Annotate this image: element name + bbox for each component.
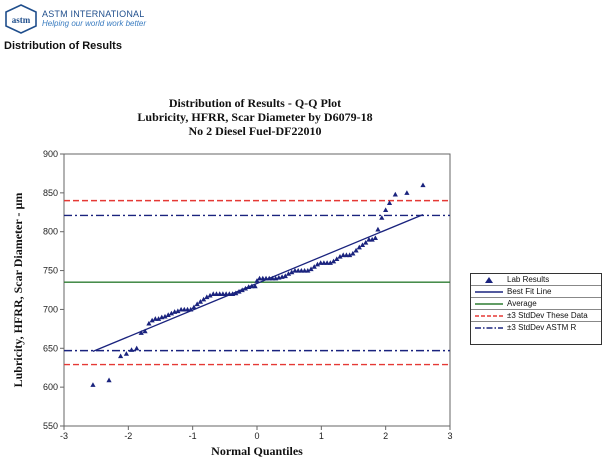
data-point xyxy=(242,285,249,291)
data-point xyxy=(289,269,295,275)
y-tick-label: 700 xyxy=(43,304,58,314)
data-point xyxy=(356,244,362,250)
x-tick-label: 0 xyxy=(254,431,259,441)
data-point xyxy=(207,292,213,298)
data-point xyxy=(149,317,155,323)
legend-label: Lab Results xyxy=(507,275,550,284)
plot-area xyxy=(63,153,451,427)
y-tick-label: 650 xyxy=(43,343,58,353)
data-point xyxy=(334,256,340,261)
best-fit-line xyxy=(92,214,424,352)
page-header: astm ASTM INTERNATIONAL Helping our worl… xyxy=(4,4,304,36)
data-point xyxy=(305,267,311,273)
data-point xyxy=(128,347,135,352)
legend-item-average: Average xyxy=(471,298,601,310)
data-point xyxy=(146,320,152,326)
data-point xyxy=(90,382,96,387)
data-point xyxy=(239,287,245,293)
y-tick-label: 900 xyxy=(43,149,58,159)
data-point xyxy=(165,312,171,317)
data-point xyxy=(138,330,144,335)
data-point xyxy=(191,304,197,310)
data-point xyxy=(285,271,292,276)
data-point xyxy=(359,242,366,248)
data-point xyxy=(175,308,181,314)
data-point xyxy=(337,253,343,259)
data-point xyxy=(392,191,398,197)
svg-text:astm: astm xyxy=(12,15,31,25)
data-point xyxy=(282,273,288,279)
y-tick-label: 550 xyxy=(43,421,58,431)
x-tick-label: -1 xyxy=(189,431,197,441)
section-title: Distribution of Results xyxy=(4,40,122,52)
data-point xyxy=(134,345,140,351)
data-point xyxy=(375,226,381,232)
data-point xyxy=(142,328,148,334)
data-point xyxy=(311,264,317,269)
legend-label: Best Fit Line xyxy=(507,287,552,296)
data-point xyxy=(379,215,385,220)
data-point xyxy=(330,258,337,264)
data-point xyxy=(197,299,203,304)
data-point xyxy=(404,190,410,195)
x-tick-label: -2 xyxy=(124,431,132,441)
x-tick-label: 3 xyxy=(447,431,452,441)
data-point xyxy=(350,250,356,256)
legend-label: Average xyxy=(507,299,537,308)
data-point xyxy=(204,294,210,300)
legend-label: ±3 StdDev These Data xyxy=(507,311,588,320)
data-point xyxy=(369,236,375,242)
y-tick-label: 800 xyxy=(43,227,58,237)
data-point xyxy=(383,207,389,213)
data-point xyxy=(420,182,426,188)
chart-legend: Lab Results Best Fit Line Average ±3 Std… xyxy=(470,273,602,345)
data-point xyxy=(236,288,242,294)
data-point xyxy=(314,261,321,267)
legend-item-stddev-data: ±3 StdDev These Data xyxy=(471,310,601,322)
data-point xyxy=(386,200,393,206)
data-point xyxy=(162,313,168,319)
data-point xyxy=(372,235,378,241)
org-tagline: Helping our world work better xyxy=(42,19,147,28)
data-point xyxy=(327,260,333,265)
chart-subtitle-1: Lubricity, HFRR, Scar Diameter by D6079-… xyxy=(137,110,373,124)
data-point xyxy=(123,351,130,356)
x-tick-label: -3 xyxy=(60,431,68,441)
y-tick-label: 850 xyxy=(43,188,58,198)
data-point xyxy=(363,239,369,245)
data-point xyxy=(201,296,207,302)
chart-title: Distribution of Results - Q-Q Plot xyxy=(168,96,342,110)
y-axis-label: Lubricity, HFRR, Scar Diameter - µm xyxy=(11,193,25,388)
x-axis-label: Normal Quantiles xyxy=(211,444,303,458)
legend-label: ±3 StdDev ASTM R xyxy=(507,323,577,332)
data-point xyxy=(118,353,124,359)
y-tick-label: 750 xyxy=(43,266,58,276)
data-point xyxy=(347,252,353,258)
astm-logo: astm xyxy=(5,4,37,34)
legend-item-stddev-astm: ±3 StdDev ASTM R xyxy=(471,322,601,333)
data-point xyxy=(353,247,359,253)
chart-subtitle-2: No 2 Diesel Fuel-DF22010 xyxy=(188,124,322,138)
data-point xyxy=(155,316,162,321)
data-point xyxy=(233,290,239,296)
legend-item-best-fit: Best Fit Line xyxy=(471,286,601,298)
data-point xyxy=(194,301,200,307)
org-name: ASTM INTERNATIONAL xyxy=(42,9,145,19)
x-tick-label: 1 xyxy=(319,431,324,441)
data-point xyxy=(168,310,175,316)
data-point xyxy=(252,283,258,289)
legend-item-lab-results: Lab Results xyxy=(471,274,601,286)
x-tick-label: 2 xyxy=(383,431,388,441)
data-point xyxy=(106,377,112,383)
y-tick-label: 600 xyxy=(43,382,58,392)
data-point xyxy=(188,306,194,312)
data-point xyxy=(308,266,314,272)
